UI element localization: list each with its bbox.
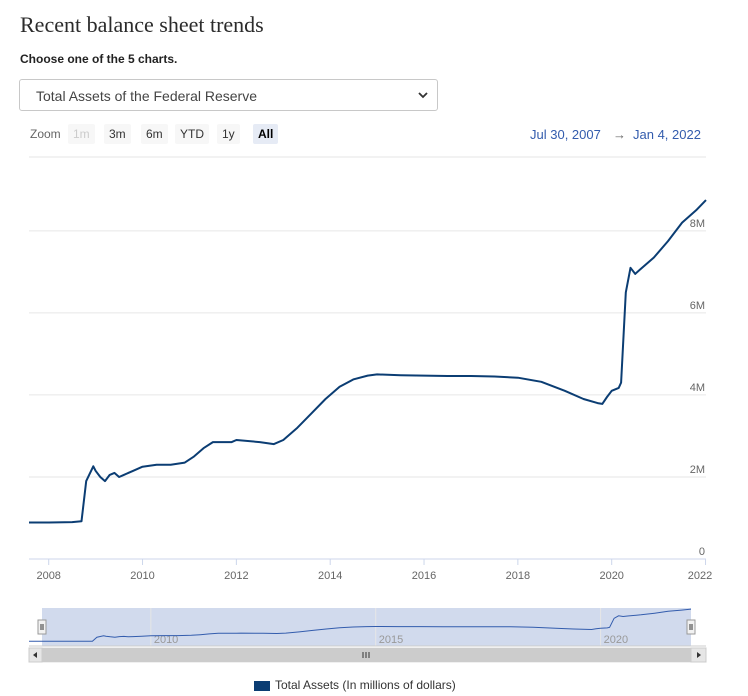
y-tick-label: 0 [699,546,705,558]
y-tick-label: 4M [690,382,705,394]
x-tick-label: 2008 [36,570,60,582]
chart-select-value: Total Assets of the Federal Reserve [36,88,257,104]
y-tick-label: 6M [690,300,705,312]
x-tick-label: 2018 [506,570,530,582]
zoom-1m-button[interactable]: 1m [68,124,95,144]
navigator[interactable]: 2010 2015 2020 [29,608,706,647]
zoom-ytd-button[interactable]: YTD [175,124,209,144]
zoom-1y-button[interactable]: 1y [217,124,240,144]
x-tick-label: 2012 [224,570,248,582]
grid-lines [29,230,706,478]
chevron-down-icon [418,92,428,99]
zoom-6m-button[interactable]: 6m [141,124,168,144]
page-title: Recent balance sheet trends [20,12,264,37]
range-arrow: → [613,127,626,142]
y-tick-label: 8M [690,218,705,230]
x-tick-label: 2010 [130,570,154,582]
navigator-tick-label: 2015 [379,634,403,646]
range-to[interactable]: Jan 4, 2022 [633,127,701,142]
x-tick-label: 2022 [688,570,712,582]
legend-item-total-assets[interactable]: Total Assets (In millions of dollars) [275,678,456,692]
y-tick-label: 2M [690,464,705,476]
x-tick-label: 2020 [599,570,623,582]
navigator-right-handle[interactable] [686,619,696,635]
y-axis-labels: 0 2M 4M 6M 8M [690,218,705,558]
legend-swatch [254,681,270,691]
x-axis-labels: 2008 2010 2012 2014 2016 2018 2020 2022 [36,559,712,582]
x-tick-label: 2014 [318,570,342,582]
chart-select[interactable]: Total Assets of the Federal Reserve [19,79,438,111]
scroll-right-button[interactable] [690,647,707,663]
arrow-right-icon [697,652,701,658]
navigator-series-line [29,608,692,642]
zoom-3m-button[interactable]: 3m [104,124,131,144]
navigator-grid: 2010 2015 2020 [150,608,628,646]
scrollbar[interactable] [28,647,707,663]
x-tick-label: 2016 [412,570,436,582]
navigator-tick-label: 2010 [154,634,178,646]
scrollbar-grip-icon [362,652,370,658]
chart-chooser-label: Choose one of the 5 charts. [20,52,178,66]
range-from[interactable]: Jul 30, 2007 [530,127,601,142]
navigator-left-handle[interactable] [37,619,47,635]
zoom-all-button[interactable]: All [253,124,279,144]
zoom-label: Zoom [30,127,61,141]
arrow-left-icon [33,652,37,658]
navigator-tick-label: 2020 [604,634,628,646]
scroll-left-button[interactable] [28,647,43,663]
series-line-total-assets [29,199,707,524]
